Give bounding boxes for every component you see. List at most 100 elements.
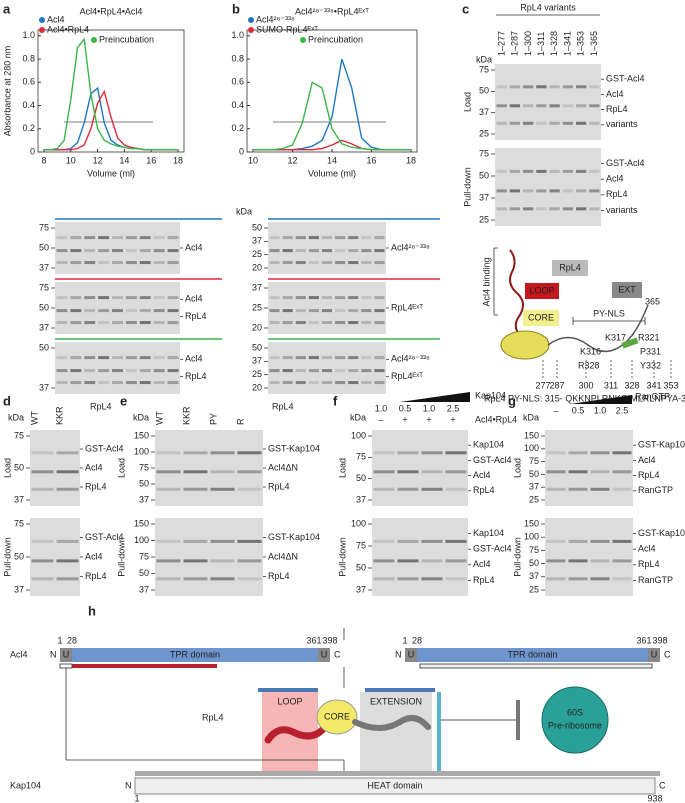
mw-label: 37 (139, 494, 149, 504)
panel-letter: e (120, 393, 127, 408)
band-label: Acl4 (638, 544, 656, 554)
mw-label: 50 (479, 86, 489, 96)
gel-band (210, 487, 235, 491)
mw-label: 100 (524, 443, 539, 453)
lane-label: 1–328 (549, 31, 559, 56)
mw-label: 50 (252, 222, 262, 232)
mw-label: 75 (479, 148, 489, 158)
band-label: GST-Acl4 (606, 74, 645, 84)
gel-band (84, 356, 96, 360)
gel-band (153, 309, 165, 313)
gel-band (282, 321, 293, 325)
mw-label: 75 (479, 64, 489, 74)
label: N (125, 780, 132, 790)
gel-band (589, 121, 600, 125)
lane-label: 1–311 (536, 32, 546, 56)
gel-band (153, 356, 165, 360)
data-line (253, 139, 411, 151)
gel-band (523, 207, 534, 211)
mw-label: 37 (252, 356, 262, 366)
side-label: Pull-down (2, 537, 12, 577)
gel-band (153, 236, 165, 240)
y-tick-label: 0.6 (231, 77, 244, 87)
gel-band (84, 369, 96, 373)
mw-label: 75 (356, 540, 366, 550)
gel-band (321, 369, 333, 373)
gel-band (56, 321, 68, 325)
gel-band (348, 261, 359, 265)
gel-band (210, 559, 235, 563)
gel-band (56, 236, 68, 240)
gel-band (210, 470, 235, 474)
gel-band (153, 249, 165, 253)
mw-label: 75 (529, 456, 539, 466)
mw-label: 25 (529, 584, 539, 594)
mw-label: 37 (356, 584, 366, 594)
gel-band (496, 85, 507, 89)
gel-band (139, 369, 151, 373)
conc-label: 0.5 (572, 405, 585, 415)
gel-band (546, 487, 566, 491)
label: C (659, 780, 666, 790)
band-label: RpL4 (85, 571, 107, 581)
position-label: 1 (402, 635, 407, 645)
side-label: Load (462, 92, 472, 112)
label: CORE (324, 711, 350, 721)
gel-band (295, 296, 306, 300)
gel-band (445, 539, 467, 543)
gel-band (590, 539, 610, 543)
gel-band (84, 381, 96, 385)
mw-label: 50 (39, 302, 49, 312)
label: TPR domain (170, 649, 220, 659)
conc-label: 2.5 (447, 403, 460, 413)
gel-band (374, 261, 385, 265)
gel-band (156, 470, 181, 474)
gel-band (445, 559, 467, 563)
position-label: 28 (412, 635, 422, 645)
sign-label: + (450, 414, 455, 424)
band-label: Acl4 (85, 462, 103, 472)
gel-band (496, 104, 507, 108)
band-label: GST-Acl4 (606, 158, 645, 168)
gel-band (84, 321, 96, 325)
gel-band (536, 104, 547, 108)
gel-band (56, 261, 68, 265)
band-label: Kap104 (473, 528, 504, 538)
header: RanGTP (635, 391, 670, 401)
gel-band (374, 296, 385, 300)
gel-band (321, 321, 333, 325)
gel-band (156, 451, 181, 455)
band-label: Acl4 (473, 559, 491, 569)
gel-band (568, 487, 588, 491)
gel-band (56, 356, 68, 360)
gel-band (112, 309, 123, 313)
y-tick-label: 0.8 (22, 53, 35, 63)
gel-band (237, 577, 262, 581)
gel-band (295, 261, 306, 265)
gel-band (549, 189, 560, 193)
gel-band (509, 85, 520, 89)
gel-band (374, 369, 385, 373)
gel (55, 222, 180, 274)
gel-band (546, 539, 566, 543)
gel-band (589, 189, 600, 193)
mw-label: 25 (252, 302, 262, 312)
gel-band (374, 249, 385, 253)
mw-label: 37 (139, 584, 149, 594)
structure-label: LOOP (529, 285, 554, 295)
gel-band (562, 189, 573, 193)
mw-label: 25 (252, 369, 262, 379)
side-label: Pull-down (512, 537, 522, 577)
gel-band (509, 121, 520, 125)
gel-band (70, 309, 82, 313)
gel-band (98, 321, 110, 325)
x-tick-label: 16 (366, 155, 376, 165)
mw-label: 37 (14, 584, 24, 594)
gel-band (98, 249, 110, 253)
gel-band (612, 577, 632, 581)
mw-label: 37 (39, 382, 49, 392)
gel-band (295, 309, 306, 313)
mw-label: 50 (252, 342, 262, 352)
x-tick-label: 12 (287, 155, 297, 165)
gel-band (98, 381, 110, 385)
